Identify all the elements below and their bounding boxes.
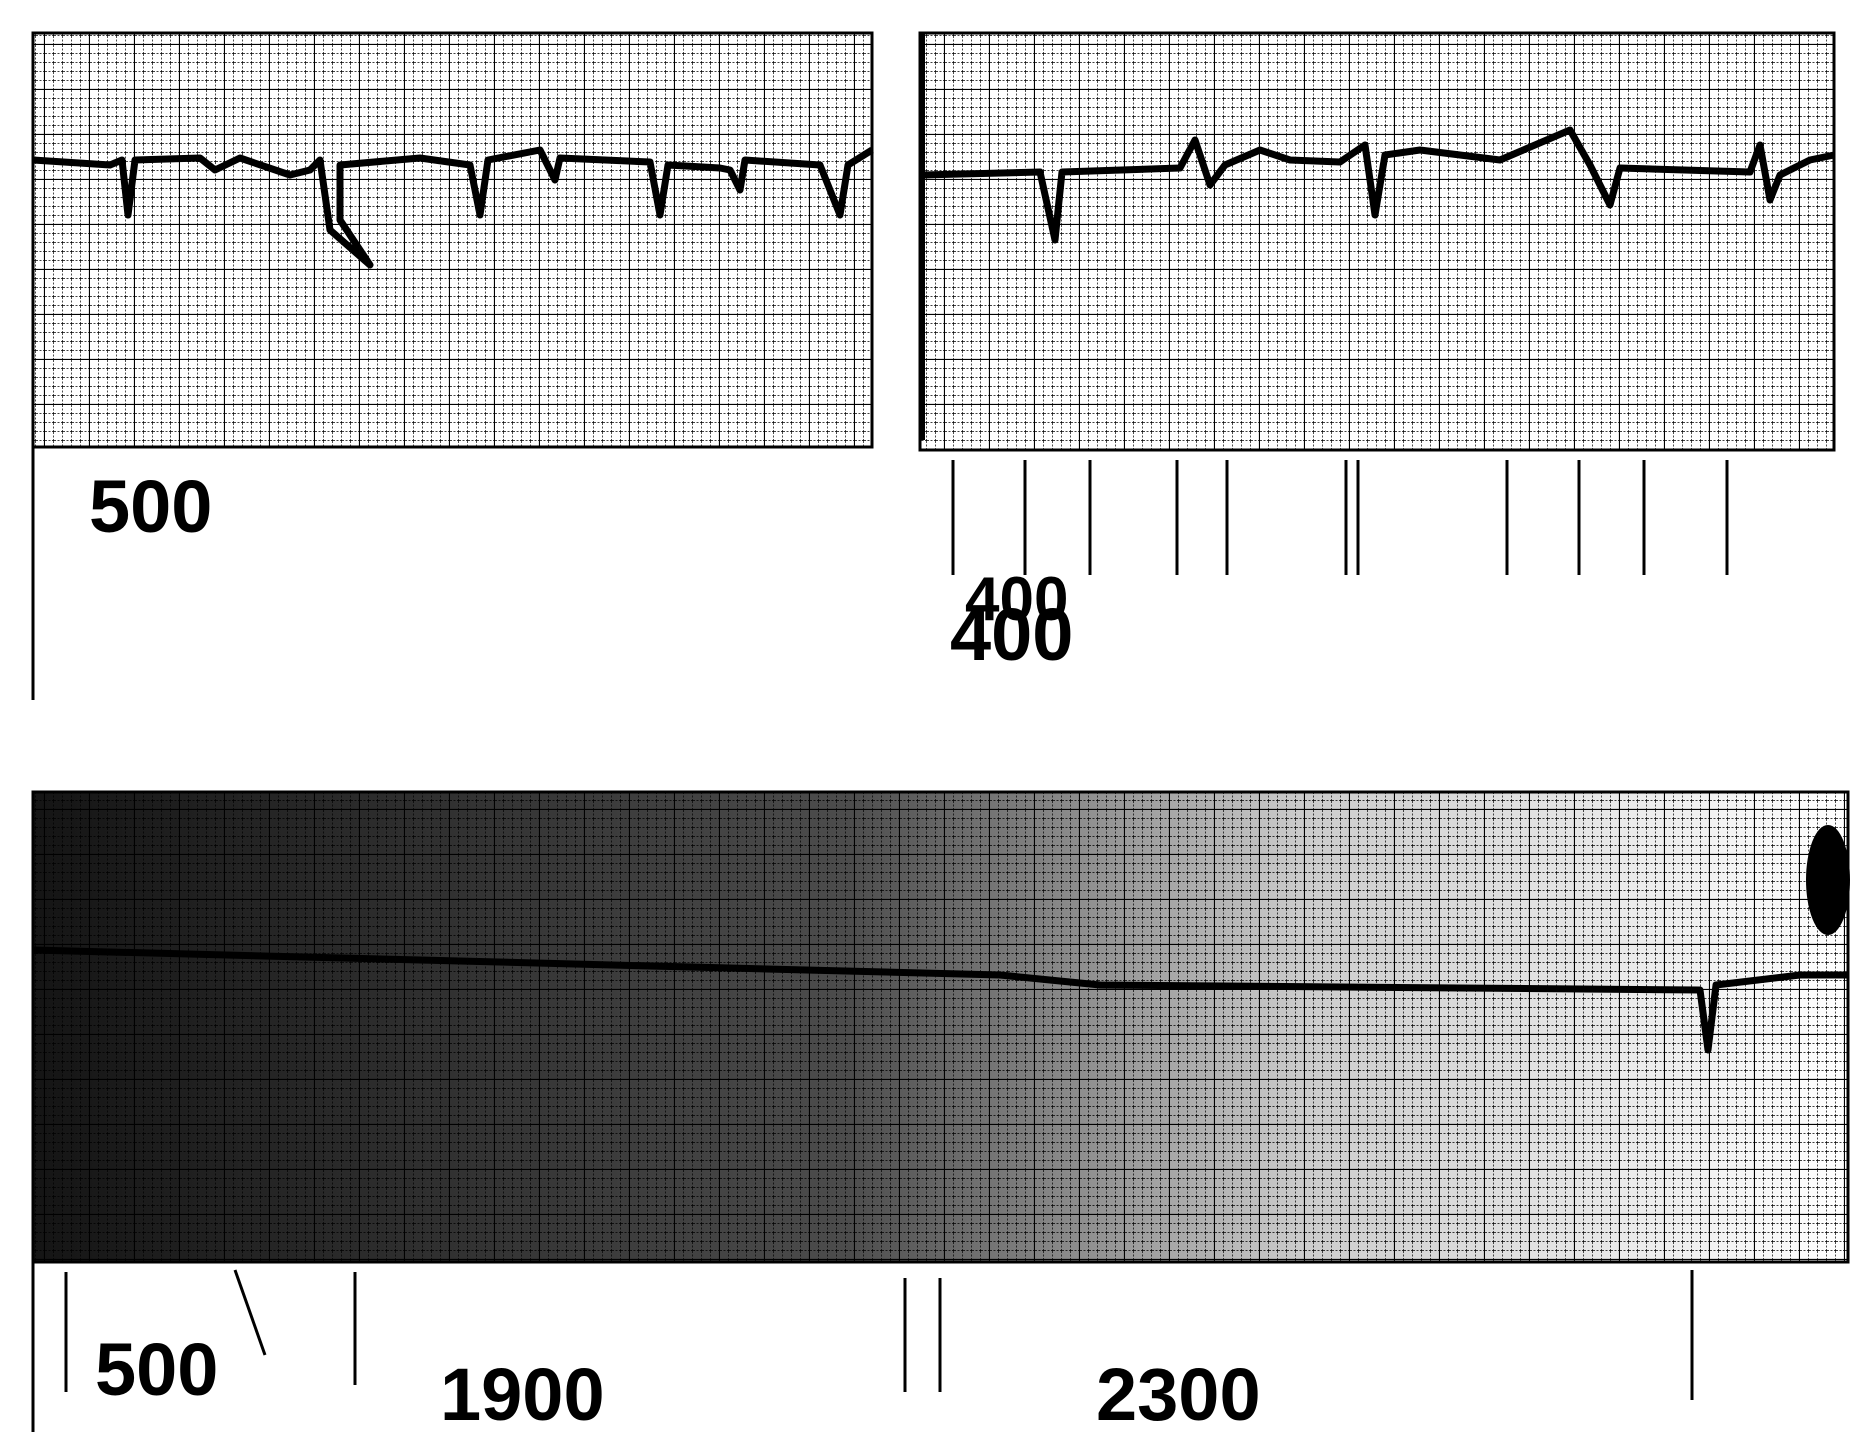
strip-label: 500 xyxy=(95,1328,218,1411)
strip-bottom xyxy=(31,790,1850,1432)
strip-top-right xyxy=(918,31,1836,575)
strip-label: 2300 xyxy=(1096,1353,1261,1432)
strip-label: 500 xyxy=(89,465,212,548)
strip-label: 1900 xyxy=(440,1353,605,1432)
strip-top-left xyxy=(31,31,874,700)
strip-label: 400 xyxy=(950,593,1073,676)
strip-label: 400 xyxy=(965,565,1068,634)
